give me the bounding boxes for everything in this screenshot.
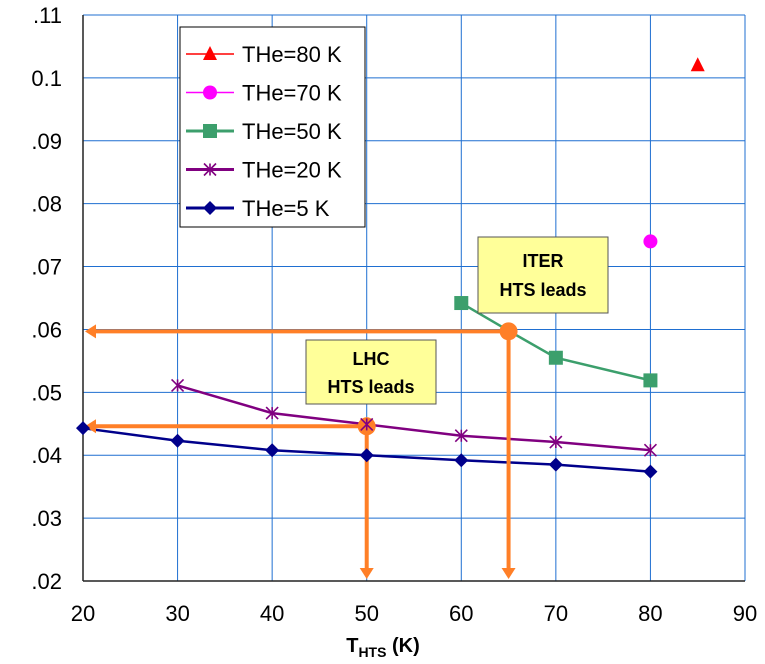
legend-marker xyxy=(203,85,217,100)
data-point-the-5-k xyxy=(265,443,280,458)
annotation-box-iter: ITER HTS leads xyxy=(477,236,609,314)
annotation-box-lhc: LHC HTS leads xyxy=(305,339,437,405)
data-point-the-20-k xyxy=(265,406,279,420)
annotation-arrows xyxy=(85,322,518,579)
data-point-the-20-k xyxy=(360,417,374,431)
arrow-head xyxy=(501,568,516,579)
y-tick-label: 0.1 xyxy=(31,66,62,91)
arrow-head xyxy=(359,568,374,579)
legend-label: THe=5 K xyxy=(242,196,330,221)
annotation-box-bg xyxy=(477,236,609,314)
legend-item-the-20-k: THe=20 K xyxy=(186,158,342,183)
x-tick-label: 90 xyxy=(733,601,757,626)
legend-item-the-50-k: THe=50 K xyxy=(186,119,342,144)
y-axis-ticks: .02 .03 .04 .05 .06 .07 .08 .09 0.1 .11 xyxy=(31,3,62,594)
x-axis-label: THTS (K) xyxy=(346,635,420,660)
arrow-head xyxy=(85,419,96,434)
data-point-the-20-k xyxy=(454,429,468,443)
x-label-subscript: HTS xyxy=(358,644,386,660)
legend: THe=80 K THe=70 K THe=50 K THe=20 K THe=5 K xyxy=(179,26,366,228)
x-tick-label: 70 xyxy=(544,601,568,626)
annotation-box-bg xyxy=(305,339,437,405)
data-point-the-50-k xyxy=(454,296,469,311)
legend-label: THe=70 K xyxy=(242,81,342,106)
x-tick-label: 80 xyxy=(638,601,662,626)
y-tick-label: .04 xyxy=(31,443,62,468)
data-point-the-5-k xyxy=(643,464,658,479)
annotation-lhc xyxy=(85,417,376,579)
annotation-label: ITER xyxy=(522,251,563,271)
legend-item-the-70-k: THe=70 K xyxy=(186,81,342,106)
x-axis-ticks: 20 30 40 50 60 70 80 90 xyxy=(71,601,757,626)
data-point-the-70-k xyxy=(643,234,658,249)
annotation-boxes: LHC HTS leads ITER HTS leads xyxy=(305,236,609,405)
y-tick-label: .09 xyxy=(31,129,62,154)
x-label-unit: (K) xyxy=(386,635,419,657)
arrow-head xyxy=(85,324,96,339)
x-tick-label: 20 xyxy=(71,601,95,626)
series-markers xyxy=(76,57,705,479)
plot-frame xyxy=(82,15,745,582)
annotation-point-iter xyxy=(499,322,518,341)
data-point-the-50-k xyxy=(643,373,658,388)
data-point-the-50-k xyxy=(548,350,563,365)
legend-marker xyxy=(203,124,217,138)
legend-label: THe=20 K xyxy=(242,158,342,183)
data-point-the-5-k xyxy=(76,421,90,436)
x-tick-label: 40 xyxy=(260,601,284,626)
y-tick-label: .07 xyxy=(31,255,62,280)
x-label-main: T xyxy=(346,635,358,657)
x-tick-label: 50 xyxy=(354,601,378,626)
data-point-the-5-k xyxy=(454,453,469,468)
legend-label: THe=50 K xyxy=(242,119,342,144)
annotation-label: HTS leads xyxy=(499,280,586,300)
series-line-the-20-k xyxy=(177,384,651,452)
y-tick-label: .06 xyxy=(31,317,62,342)
data-point-the-20-k xyxy=(549,435,563,449)
legend-marker xyxy=(203,46,217,60)
data-point-the-5-k xyxy=(359,448,374,463)
y-tick-label: .03 xyxy=(31,506,62,531)
series-line-the-50-k xyxy=(460,301,651,382)
y-tick-label: .11 xyxy=(33,3,62,28)
annotation-label: LHC xyxy=(353,349,390,369)
y-tick-label: .08 xyxy=(31,192,62,217)
legend-item-the-80-k: THe=80 K xyxy=(186,42,342,67)
y-tick-label: .05 xyxy=(31,380,62,405)
legend-item-the-5-k: THe=5 K xyxy=(186,196,330,221)
y-tick-label: .02 xyxy=(31,569,62,594)
data-point-the-5-k xyxy=(548,457,563,472)
legend-marker xyxy=(203,162,217,177)
annotation-iter xyxy=(85,322,518,579)
legend-marker xyxy=(203,201,217,215)
data-point-the-20-k xyxy=(171,378,185,392)
data-point-the-20-k xyxy=(643,443,657,457)
annotation-label: HTS leads xyxy=(327,377,414,397)
data-point-the-5-k xyxy=(170,433,185,448)
legend-label: THe=80 K xyxy=(242,42,342,67)
data-point-the-80-k xyxy=(690,57,705,72)
x-tick-label: 30 xyxy=(165,601,189,626)
x-tick-label: 60 xyxy=(449,601,473,626)
